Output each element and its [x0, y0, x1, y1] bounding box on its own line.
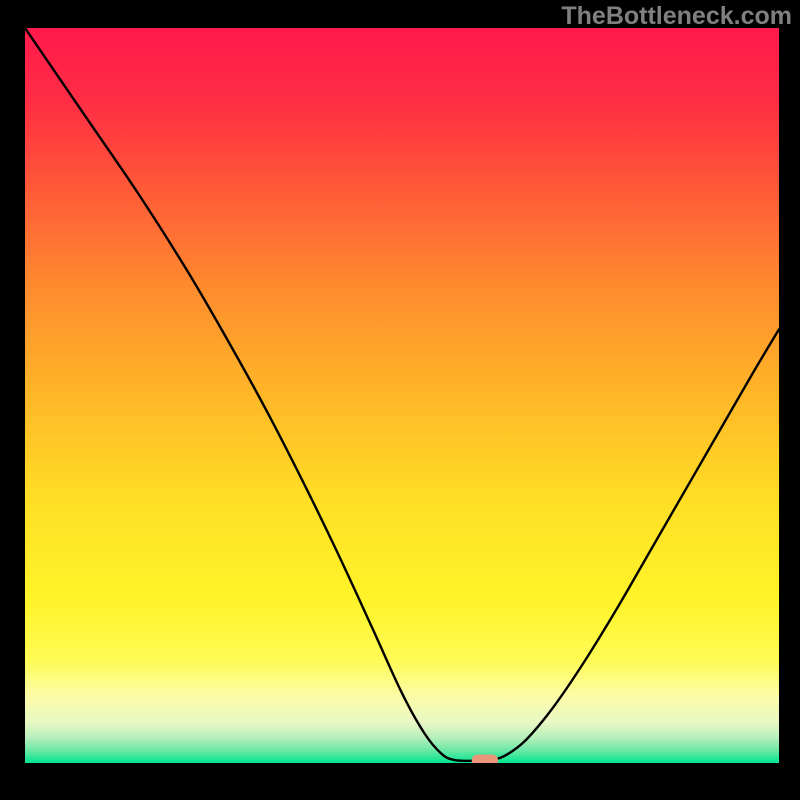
chart-container: TheBottleneck.com: [0, 0, 800, 800]
watermark-text: TheBottleneck.com: [561, 2, 792, 31]
plot-area: [25, 28, 779, 763]
gradient-background: [25, 28, 779, 763]
optimum-marker: [472, 755, 498, 763]
